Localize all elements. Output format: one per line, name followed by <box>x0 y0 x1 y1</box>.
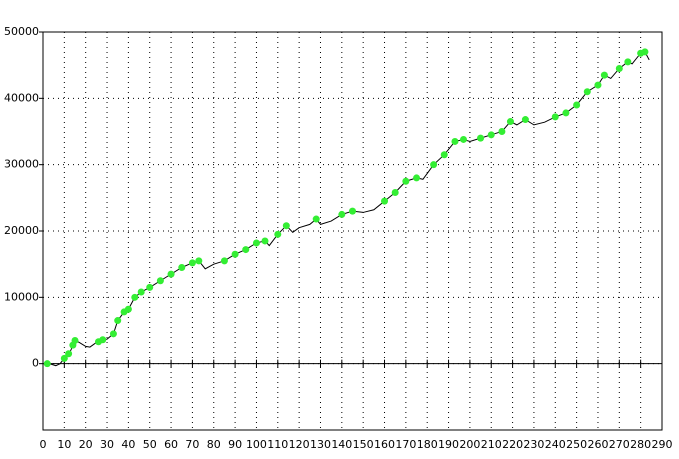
x-tick-label: 220 <box>502 438 523 451</box>
x-tick-label: 90 <box>228 438 242 451</box>
high-marker <box>451 137 459 145</box>
x-tick-label: 30 <box>100 438 114 451</box>
x-tick-label: 160 <box>374 438 395 451</box>
high-marker <box>338 210 346 218</box>
x-tick-label: 20 <box>79 438 93 451</box>
x-tick-label: 190 <box>438 438 459 451</box>
high-marker <box>381 197 389 205</box>
x-tick-label: 100 <box>246 438 267 451</box>
x-tick-label: 280 <box>630 438 651 451</box>
high-marker <box>178 263 186 271</box>
high-marker <box>498 128 506 135</box>
high-marker <box>521 116 529 124</box>
high-marker <box>188 259 196 267</box>
y-tick-label: 40000 <box>4 91 39 104</box>
y-tick-label: 30000 <box>4 158 39 171</box>
high-marker <box>137 288 145 296</box>
high-marker <box>624 58 632 66</box>
high-marker <box>413 174 421 182</box>
high-marker <box>573 101 581 109</box>
x-tick-label: 260 <box>587 438 608 451</box>
high-marker <box>583 88 591 96</box>
plot-frame <box>42 31 663 431</box>
high-marker <box>43 360 51 368</box>
high-marker <box>220 257 228 265</box>
x-tick-label: 110 <box>267 438 288 451</box>
high-marker <box>430 161 438 169</box>
x-tick-label: 150 <box>353 438 374 451</box>
high-marker <box>146 283 154 291</box>
x-tick-label: 240 <box>545 438 566 451</box>
x-tick-label: 70 <box>185 438 199 451</box>
y-tick-label: 0 <box>32 357 39 370</box>
x-tick-label: 130 <box>310 438 331 451</box>
high-marker <box>312 215 320 223</box>
high-marker <box>252 239 260 247</box>
high-marker <box>167 270 175 278</box>
high-marker <box>65 350 73 358</box>
high-marker <box>600 71 608 79</box>
high-marker <box>195 257 203 265</box>
high-marker <box>459 135 467 143</box>
high-marker <box>562 109 570 117</box>
high-marker <box>109 330 117 338</box>
high-marker <box>261 237 269 245</box>
high-marker <box>641 48 649 56</box>
high-marker <box>402 177 410 185</box>
high-marker <box>124 305 132 313</box>
x-tick-label: 170 <box>395 438 416 451</box>
high-marker <box>349 207 356 215</box>
high-marker <box>615 64 623 72</box>
high-marker <box>99 336 107 344</box>
x-tick-label: 270 <box>609 438 630 451</box>
y-tick-label: 20000 <box>4 224 39 237</box>
high-marker <box>391 189 399 197</box>
x-tick-label: 120 <box>289 438 310 451</box>
y-tick-label: 10000 <box>4 290 39 303</box>
high-marker <box>506 118 514 126</box>
high-marker <box>477 134 485 142</box>
x-tick-label: 0 <box>40 438 47 451</box>
high-marker <box>274 230 282 238</box>
x-tick-label: 210 <box>481 438 502 451</box>
x-tick-label: 10 <box>57 438 71 451</box>
x-tick-label: 180 <box>417 438 438 451</box>
equity-line <box>43 51 650 367</box>
y-tick-label: 50000 <box>4 25 39 38</box>
x-tick-label: 80 <box>207 438 221 451</box>
high-marker <box>594 81 602 89</box>
high-marker <box>242 246 250 254</box>
high-marker <box>551 113 559 121</box>
x-tick-label: 290 <box>652 438 673 451</box>
high-marker <box>60 354 68 362</box>
x-tick-label: 200 <box>459 438 480 451</box>
high-marker <box>282 222 290 230</box>
high-marker <box>440 151 448 159</box>
high-marker <box>114 317 122 325</box>
x-tick-label: 50 <box>143 438 157 451</box>
x-tick-label: 40 <box>121 438 135 451</box>
x-tick-label: 60 <box>164 438 178 451</box>
high-marker <box>487 131 495 139</box>
high-marker <box>131 293 139 301</box>
x-tick-label: 230 <box>523 438 544 451</box>
x-tick-label: 250 <box>566 438 587 451</box>
high-marker <box>156 277 164 285</box>
high-marker <box>71 336 79 344</box>
x-tick-label: 140 <box>331 438 352 451</box>
high-marker <box>231 250 239 258</box>
